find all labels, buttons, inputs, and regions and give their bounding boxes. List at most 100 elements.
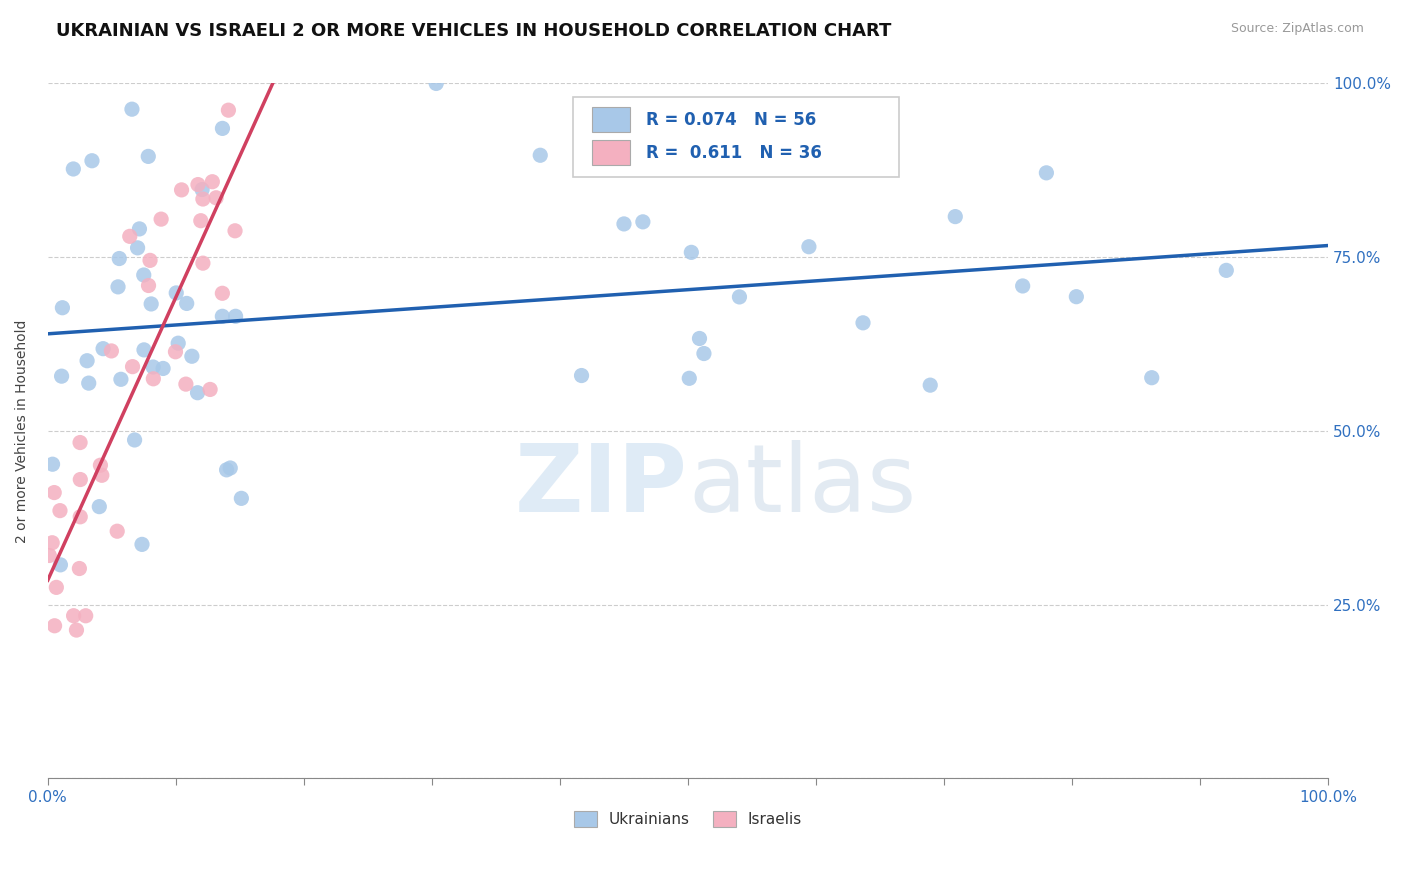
Point [69, 473, 91, 487]
Point [49, 503, 72, 517]
Point [721, 108, 744, 122]
Point [62, 608, 84, 623]
FancyBboxPatch shape [572, 97, 900, 178]
Point [1035, 166, 1057, 180]
Point [124, 433, 146, 447]
Point [51, 369, 73, 384]
Text: UKRAINIAN VS ISRAELI 2 OR MORE VEHICLES IN HOUSEHOLD CORRELATION CHART: UKRAINIAN VS ISRAELI 2 OR MORE VEHICLES … [56, 22, 891, 40]
Point [211, 286, 233, 301]
Point [571, 368, 593, 383]
Point [631, 215, 654, 229]
Point [191, 182, 214, 196]
FancyBboxPatch shape [592, 107, 630, 132]
Point [138, 278, 160, 293]
Point [167, 336, 190, 351]
Point [121, 359, 143, 374]
Point [41, 457, 63, 471]
Point [215, 463, 238, 477]
Point [89, 458, 111, 473]
Point [132, 343, 155, 357]
Point [62, 161, 84, 176]
Point [128, 222, 150, 236]
Point [91, 342, 114, 356]
Point [211, 121, 233, 136]
Text: Source: ZipAtlas.com: Source: ZipAtlas.com [1230, 22, 1364, 36]
Point [132, 268, 155, 282]
Point [1066, 290, 1088, 304]
Point [150, 212, 173, 227]
Point [67, 561, 90, 575]
Point [69, 509, 91, 524]
Point [110, 372, 132, 386]
Point [90, 468, 112, 483]
Point [201, 175, 224, 189]
Point [105, 524, 128, 539]
Y-axis label: 2 or more Vehicles in Household: 2 or more Vehicles in Household [15, 319, 30, 542]
Legend: Ukrainians, Israelis: Ukrainians, Israelis [568, 805, 808, 833]
Point [198, 383, 221, 397]
Point [107, 280, 129, 294]
Point [89, 500, 111, 514]
Point [152, 361, 174, 376]
Point [76, 353, 98, 368]
Point [920, 378, 942, 392]
Point [131, 537, 153, 551]
Point [75, 608, 97, 623]
Point [211, 310, 233, 324]
Point [165, 285, 187, 300]
Point [38, 549, 60, 563]
Point [180, 349, 202, 363]
Point [142, 372, 165, 386]
Point [142, 359, 165, 374]
Point [943, 210, 966, 224]
Point [205, 191, 228, 205]
Point [44, 619, 66, 633]
Point [127, 241, 149, 255]
Point [613, 217, 636, 231]
Point [141, 297, 163, 311]
Point [121, 102, 143, 116]
Point [80, 153, 103, 168]
Point [191, 192, 214, 206]
Point [1011, 279, 1033, 293]
Point [118, 229, 141, 244]
Point [219, 461, 242, 475]
Point [65, 623, 87, 637]
Point [225, 310, 247, 324]
Point [852, 316, 875, 330]
Point [77, 376, 100, 391]
Point [174, 377, 197, 392]
Point [425, 77, 447, 91]
Point [186, 385, 208, 400]
Point [165, 344, 187, 359]
Point [1140, 370, 1163, 384]
Text: R = 0.074   N = 56: R = 0.074 N = 56 [645, 111, 815, 128]
Point [693, 346, 716, 360]
Point [678, 371, 700, 385]
Text: R =  0.611   N = 36: R = 0.611 N = 36 [645, 144, 821, 161]
Point [69, 435, 91, 450]
Point [689, 331, 711, 345]
FancyBboxPatch shape [592, 140, 630, 165]
Point [139, 253, 162, 268]
Point [49, 558, 72, 572]
Point [44, 485, 66, 500]
Point [100, 343, 122, 358]
Point [190, 213, 212, 227]
Point [681, 245, 703, 260]
Text: atlas: atlas [688, 441, 917, 533]
Point [191, 256, 214, 270]
Point [108, 252, 131, 266]
Point [45, 580, 67, 594]
Point [728, 290, 751, 304]
Point [51, 301, 73, 315]
Point [529, 148, 551, 162]
Point [176, 296, 198, 310]
Text: ZIP: ZIP [515, 441, 688, 533]
Point [170, 183, 193, 197]
Point [136, 149, 159, 163]
Point [1215, 263, 1237, 277]
Point [217, 103, 239, 118]
Point [187, 178, 209, 192]
Point [224, 224, 246, 238]
